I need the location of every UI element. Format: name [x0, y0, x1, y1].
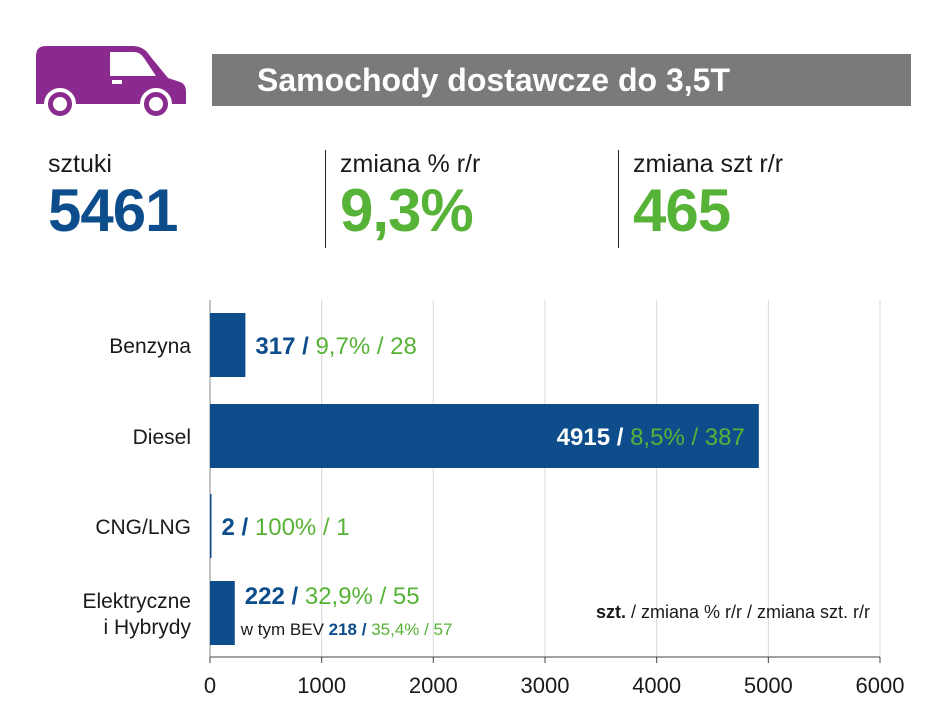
x-tick-label: 1000 [297, 673, 346, 698]
kpi-units-value: 5461 [48, 177, 178, 244]
data-label-units: 222 [245, 583, 285, 610]
data-label-separator: / [610, 424, 630, 451]
sub-label-units: 218 [329, 620, 357, 639]
data-label-change: 8,5% / 387 [630, 424, 745, 451]
data-label: 4915 / 8,5% / 387 [557, 424, 745, 451]
kpi-divider [325, 150, 326, 248]
data-label: 317 / 9,7% / 28 [255, 333, 416, 360]
data-label-units: 317 [255, 333, 295, 360]
data-label-change: 32,9% / 55 [305, 583, 420, 610]
data-label-separator: / [295, 333, 315, 360]
data-label-separator: / [235, 514, 255, 541]
data-label-separator: / [285, 583, 305, 610]
data-label: 222 / 32,9% / 55 [245, 583, 420, 610]
data-label-units: 2 [222, 514, 235, 541]
x-tick-label: 4000 [632, 673, 681, 698]
bar-0 [210, 313, 246, 377]
data-label-change: 9,7% / 28 [315, 333, 416, 360]
data-label: 2 / 100% / 1 [222, 514, 350, 541]
category-label: Diesel [133, 426, 191, 449]
kpi-unit-change-label: zmiana szt r/r [633, 150, 784, 178]
sub-label-bev: w tym BEV 218 / 35,4% / 57 [240, 620, 453, 639]
sub-label-prefix: w tym BEV [240, 620, 329, 639]
bar-chart: 0 1000 2000 3000 4000 5000 6000 Benzyna 317 / 9… [82, 300, 905, 698]
x-tick-label: 6000 [856, 673, 905, 698]
kpi-pct-change-label: zmiana % r/r [340, 150, 481, 178]
x-tick-label: 2000 [409, 673, 458, 698]
kpi-units: sztuki 5461 [48, 150, 178, 244]
kpi-pct-change: zmiana % r/r 9,3% [340, 150, 480, 242]
chart-legend: szt. / zmiana % r/r / zmiana szt. r/r [596, 602, 870, 622]
kpi-units-label: sztuki [48, 150, 112, 178]
sub-label-change: 35,4% / 57 [371, 620, 452, 639]
category-label: CNG/LNG [95, 516, 191, 539]
page-title: Samochody dostawcze do 3,5T [212, 54, 911, 106]
bar-3 [210, 581, 235, 645]
category-label: Benzyna [109, 335, 191, 358]
category-label: i Hybrydy [103, 616, 191, 639]
bar-1 [210, 404, 759, 468]
data-label-units: 4915 [557, 424, 610, 451]
kpi-divider [618, 150, 619, 248]
data-label-change: 100% / 1 [255, 514, 350, 541]
kpi-unit-change: zmiana szt r/r 465 [633, 150, 783, 242]
bar-2 [210, 494, 212, 558]
kpi-pct-change-value: 9,3% [340, 177, 474, 244]
category-label: Elektryczne [82, 590, 191, 613]
x-tick-label: 0 [204, 673, 216, 698]
kpi-unit-change-value: 465 [633, 177, 731, 244]
x-tick-label: 5000 [744, 673, 793, 698]
delivery-van-icon [36, 46, 186, 120]
sub-label-separator: / [357, 620, 371, 639]
x-tick-label: 3000 [521, 673, 570, 698]
